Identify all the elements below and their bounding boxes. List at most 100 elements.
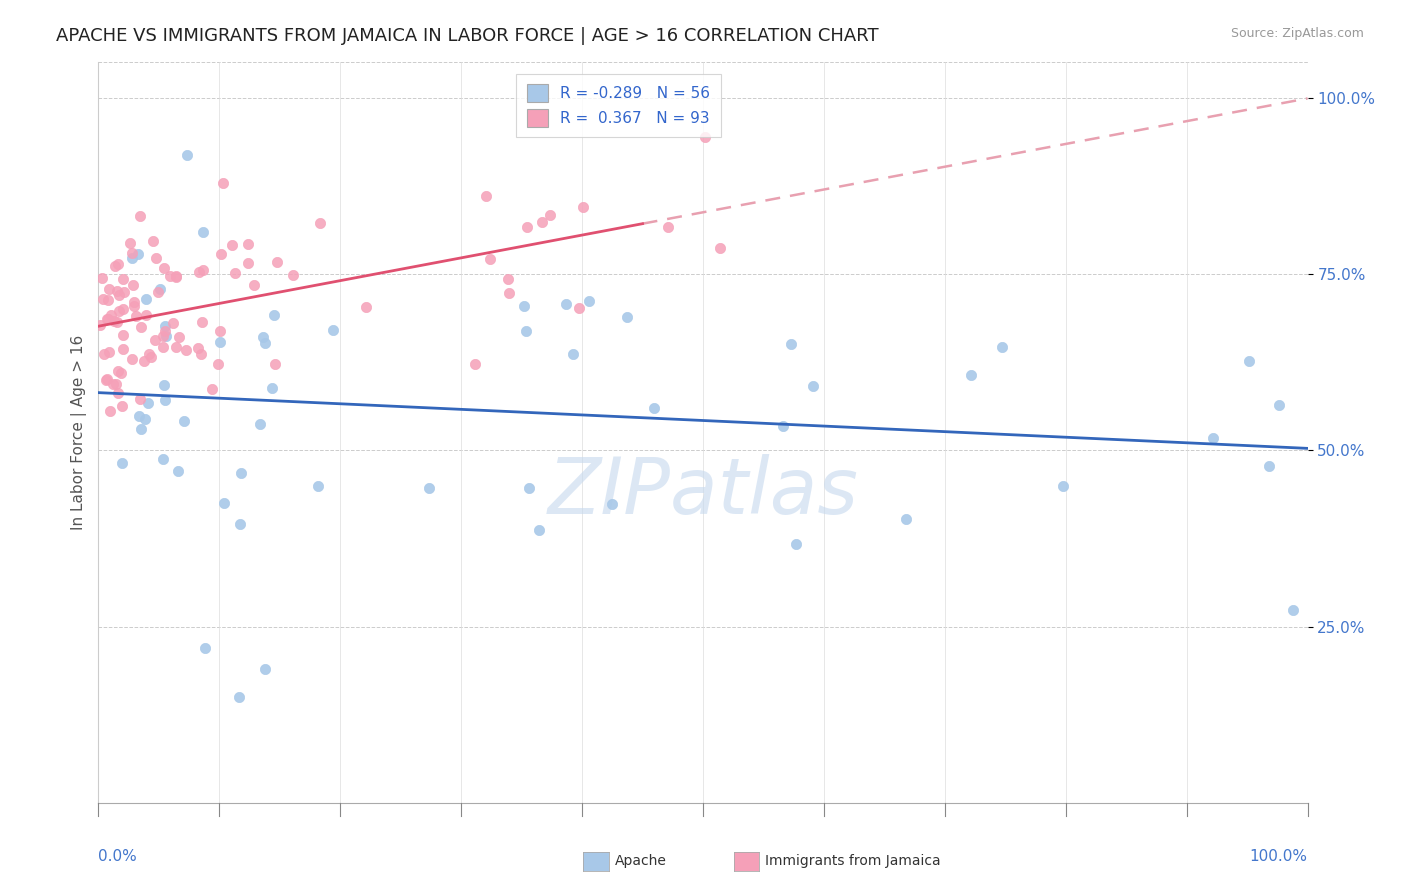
Point [1052,479,1074,493]
Point [1202,431,1225,445]
Point [212,176,235,190]
Point [207,358,229,372]
Point [111,271,134,285]
Point [98,404,121,418]
Point [209,246,232,260]
Point [100,308,122,322]
Point [124,300,146,314]
Point [1282,603,1305,617]
Point [129,320,152,334]
Point [600,497,623,511]
Point [896,512,918,526]
Point [121,251,143,265]
Point [187,341,209,355]
Point [515,324,537,338]
Text: Apache: Apache [614,854,666,868]
Point [1267,398,1289,412]
Point [136,396,159,410]
Point [98,345,121,359]
Point [104,259,127,273]
Point [93,346,115,360]
Point [165,268,187,283]
Point [309,215,332,229]
Point [165,340,187,354]
Point [111,343,134,357]
Point [107,385,129,400]
Point [513,299,536,313]
Point [527,523,550,537]
Point [229,517,252,532]
Point [229,467,252,481]
Point [155,319,177,334]
Point [475,189,498,203]
Point [174,343,197,357]
Point [121,245,143,260]
Point [190,347,212,361]
Point [801,378,824,392]
Text: APACHE VS IMMIGRANTS FROM JAMAICA IN LABOR FORCE | AGE > 16 CORRELATION CHART: APACHE VS IMMIGRANTS FROM JAMAICA IN LAB… [56,27,879,45]
Point [208,324,231,338]
Point [125,309,148,323]
Point [191,226,214,240]
Point [249,417,271,431]
Point [155,329,177,343]
Point [209,335,232,350]
Point [236,255,259,269]
Point [139,351,162,365]
Point [138,347,160,361]
Point [143,333,166,347]
Point [201,382,224,396]
Point [153,377,176,392]
Point [134,308,156,322]
Point [89,318,111,332]
Point [166,463,188,477]
Point [142,234,165,248]
Text: Source: ZipAtlas.com: Source: ZipAtlas.com [1230,27,1364,40]
Point [517,481,540,495]
Point [779,337,801,351]
Text: ZIPatlas: ZIPatlas [547,454,859,530]
Point [111,399,134,413]
Point [242,277,264,292]
Point [97,282,120,296]
Point [94,374,117,388]
Point [145,252,167,266]
Point [131,422,153,436]
Point [709,240,731,254]
Point [568,301,591,315]
Point [785,537,807,551]
Point [496,272,519,286]
Point [555,297,578,311]
Point [149,282,172,296]
Point [281,268,304,282]
Point [93,292,115,306]
Point [162,316,184,330]
Point [155,393,177,408]
Point [132,354,155,368]
Point [108,304,131,318]
Point [772,419,794,434]
Point [122,277,145,292]
Point [96,311,118,326]
Point [212,496,235,510]
Point [97,293,120,308]
Point [238,236,260,251]
Point [266,255,288,269]
Point [188,265,211,279]
Point [107,288,129,302]
Point [134,412,156,426]
Point [155,324,177,338]
Point [322,323,344,337]
Point [516,219,538,234]
Point [254,662,277,676]
Point [96,372,118,386]
Point [111,328,134,343]
Point [152,340,174,354]
Point [90,271,112,285]
Point [657,219,679,234]
Point [260,381,283,395]
Point [128,409,150,423]
Point [105,376,128,391]
Point [120,235,142,250]
Point [959,368,981,383]
